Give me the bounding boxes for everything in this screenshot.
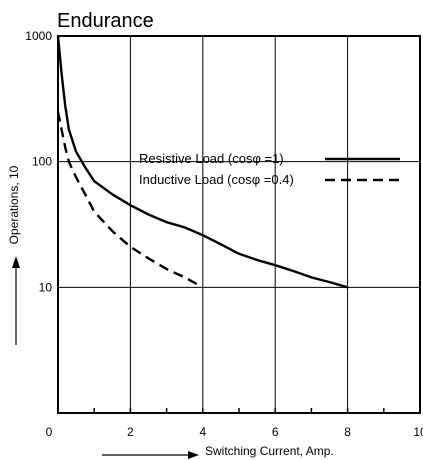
x-axis-label: Switching Current, Amp. [205, 444, 334, 458]
plot-frame [57, 35, 421, 414]
legend-label: Inductive Load (cosφ =0.4) [139, 172, 294, 187]
x-tick-label: 6 [272, 425, 279, 439]
grid [58, 36, 420, 413]
y-tick-label: 1000 [25, 29, 52, 43]
legend: Resistive Load (cosφ =1) Inductive Load (… [139, 151, 400, 187]
series-line-1 [56, 35, 348, 289]
x-tick-label: 8 [344, 425, 351, 439]
x-tick-label: 2 [127, 425, 134, 439]
axis-ticks: 0 2 4 6 8 10 10 100 1000 [25, 29, 423, 439]
y-axis-arrow [12, 256, 20, 345]
x-axis-arrow [102, 451, 199, 459]
y-tick-label: 100 [32, 155, 52, 169]
series-line-2 [56, 111, 204, 289]
legend-label: Resistive Load (cosφ =1) [139, 151, 284, 166]
x-tick-label: 0 [46, 425, 53, 439]
chart-title: Endurance [57, 10, 154, 32]
series-lines [56, 35, 348, 289]
x-tick-label: 10 [413, 425, 423, 439]
x-tick-label: 4 [199, 425, 206, 439]
y-tick-label: 10 [39, 280, 53, 294]
y-axis-label: Operations, 10 [7, 165, 21, 244]
